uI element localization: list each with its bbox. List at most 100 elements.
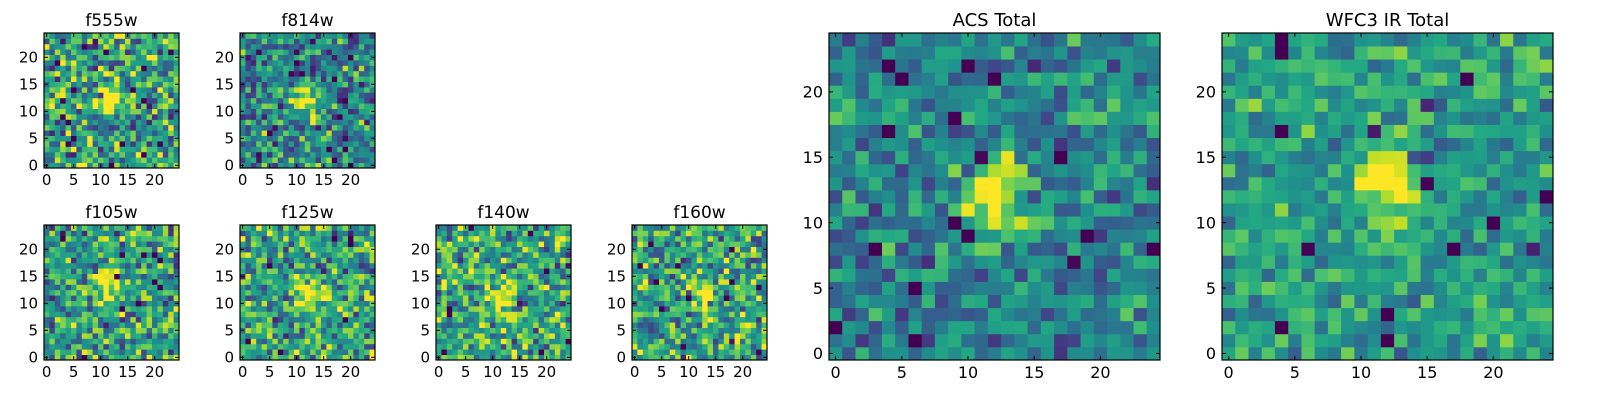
heatmap-cell — [66, 49, 72, 55]
heatmap-cell — [654, 338, 660, 344]
heatmap-cell — [152, 301, 158, 307]
heatmap-cell — [1134, 295, 1148, 308]
heatmap-cell — [98, 141, 104, 147]
heatmap-cell — [262, 109, 268, 115]
heatmap-cell — [66, 301, 72, 307]
heatmap-cell — [152, 311, 158, 317]
heatmap-cell — [506, 317, 512, 323]
heatmap-cell — [1147, 138, 1161, 151]
heatmap-cell — [147, 279, 153, 285]
heatmap-cell — [1134, 177, 1148, 190]
heatmap-cell — [751, 311, 757, 317]
heatmap-cell — [332, 257, 338, 263]
heatmap-cell — [256, 109, 262, 115]
heatmap-cell — [109, 236, 115, 242]
heatmap-cell — [935, 164, 949, 177]
heatmap-cell — [549, 279, 555, 285]
heatmap-cell — [1067, 59, 1081, 72]
heatmap-cell — [256, 92, 262, 98]
heatmap-cell — [517, 290, 523, 296]
heatmap-cell — [299, 247, 305, 253]
heatmap-cell — [632, 290, 638, 296]
heatmap-cell — [326, 349, 332, 355]
heatmap-cell — [1527, 203, 1541, 216]
heatmap-cell — [251, 290, 257, 296]
heatmap-cell — [463, 257, 469, 263]
heatmap-cell — [103, 38, 109, 44]
heatmap-cell — [842, 177, 856, 190]
heatmap-cell — [55, 274, 61, 280]
heatmap-cell — [697, 274, 703, 280]
heatmap-cell — [490, 290, 496, 296]
heatmap-cell — [289, 274, 295, 280]
heatmap-cell — [490, 284, 496, 290]
heatmap-cell — [245, 344, 251, 350]
heatmap-cell — [724, 279, 730, 285]
heatmap-cell — [262, 311, 268, 317]
heatmap-cell — [120, 230, 126, 236]
heatmap-cell — [517, 295, 523, 301]
heatmap-cell — [718, 333, 724, 339]
heatmap-cell — [895, 59, 909, 72]
heatmap-cell — [975, 216, 989, 229]
heatmap-cell — [895, 138, 909, 151]
heatmap-cell — [262, 247, 268, 253]
heatmap-cell — [948, 138, 962, 151]
heatmap-cell — [708, 247, 714, 253]
heatmap-cell — [157, 87, 163, 93]
heatmap-cell — [1354, 282, 1368, 295]
heatmap-cell — [1474, 282, 1488, 295]
heatmap-cell — [528, 328, 534, 334]
heatmap-cell — [71, 301, 77, 307]
heatmap-cell — [109, 311, 115, 317]
heatmap-cell — [141, 290, 147, 296]
heatmap-cell — [512, 252, 518, 258]
heatmap-cell — [869, 125, 883, 138]
heatmap-cell — [82, 306, 88, 312]
heatmap-cell — [702, 328, 708, 334]
heatmap-cell — [163, 130, 169, 136]
heatmap-cell — [632, 333, 638, 339]
heatmap-cell — [256, 119, 262, 125]
heatmap-cell — [364, 311, 370, 317]
heatmap-cell — [869, 46, 883, 59]
heatmap-cell — [82, 157, 88, 163]
heatmap-cell — [1527, 190, 1541, 203]
heatmap-cell — [267, 98, 273, 104]
heatmap-cell — [76, 146, 82, 152]
heatmap-cell — [735, 306, 741, 312]
heatmap-cell — [1368, 268, 1382, 281]
heatmap-cell — [895, 229, 909, 242]
heatmap-cell — [299, 38, 305, 44]
heatmap-cell — [1134, 321, 1148, 334]
heatmap-cell — [267, 87, 273, 93]
heatmap-cell — [1447, 242, 1461, 255]
heatmap-cell — [842, 125, 856, 138]
heatmap-cell — [1222, 229, 1236, 242]
heatmap-cell — [842, 229, 856, 242]
heatmap-cell — [267, 49, 273, 55]
heatmap-cell — [643, 284, 649, 290]
heatmap-cell — [272, 311, 278, 317]
heatmap-cell — [294, 82, 300, 88]
heatmap-cell — [136, 263, 142, 269]
heatmap-cell — [1107, 164, 1121, 177]
heatmap-cell — [76, 71, 82, 77]
heatmap-cell — [305, 109, 311, 115]
heatmap-cell — [168, 157, 174, 163]
heatmap-cell — [512, 333, 518, 339]
heatmap-cell — [359, 157, 365, 163]
heatmap-cell — [528, 301, 534, 307]
heatmap-cell — [1513, 347, 1527, 360]
heatmap-cell — [458, 230, 464, 236]
heatmap-cell — [87, 333, 93, 339]
heatmap-cell — [522, 252, 528, 258]
heatmap-cell — [82, 349, 88, 355]
heatmap-cell — [49, 49, 55, 55]
heatmap-cell — [468, 241, 474, 247]
heatmap-cell — [87, 103, 93, 109]
heatmap-cell — [87, 82, 93, 88]
heatmap-cell — [157, 146, 163, 152]
heatmap-cell — [447, 279, 453, 285]
heatmap-cell — [735, 295, 741, 301]
